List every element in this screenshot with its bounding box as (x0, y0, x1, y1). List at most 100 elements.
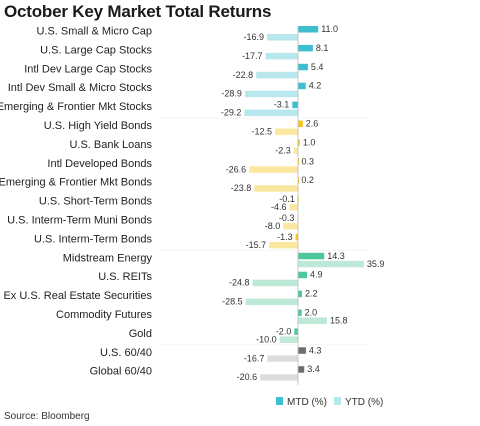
ytd-value-label: -16.9 (243, 32, 264, 42)
category-label: Global 60/40 (90, 366, 152, 378)
category-label: U.S. Bank Loans (69, 139, 152, 151)
mtd-bar (298, 252, 325, 260)
mtd-bar (298, 120, 303, 127)
category-label: U.S. 60/40 (100, 347, 152, 359)
mtd-bar (298, 158, 299, 165)
ytd-bar (245, 298, 298, 306)
ytd-value-label: -15.7 (246, 240, 267, 250)
ytd-value-label: -22.8 (233, 70, 254, 80)
mtd-value-label: 0.3 (302, 156, 315, 166)
mtd-value-label: 4.3 (309, 345, 322, 355)
mtd-bar (298, 44, 313, 52)
category-label: U.S. Short-Term Bonds (39, 196, 153, 208)
category-label: U.S. High Yield Bonds (44, 120, 153, 132)
category-label: Midstream Energy (63, 252, 153, 264)
legend-swatch-ytd (334, 397, 341, 405)
mtd-value-label: 2.0 (305, 308, 318, 318)
mtd-bar (298, 177, 299, 184)
ytd-bar (266, 34, 298, 41)
ytd-bar (249, 166, 298, 173)
mtd-value-label: 1.0 (303, 137, 316, 147)
mtd-value-label: -0.1 (279, 194, 295, 204)
legend-label-ytd: YTD (%) (345, 397, 383, 408)
legend-swatch-mtd (276, 397, 283, 405)
ytd-bar (244, 109, 298, 117)
category-label: Intl Dev Large Cap Stocks (24, 63, 152, 75)
source-note: Source: Bloomberg (4, 411, 90, 422)
mtd-value-label: 14.3 (327, 251, 345, 261)
ytd-bar (244, 90, 298, 98)
mtd-bar (294, 328, 298, 335)
ytd-value-label: -4.6 (271, 202, 287, 212)
mtd-bar (295, 233, 298, 241)
category-label: Emerging & Frontier Mkt Stocks (0, 101, 152, 113)
ytd-bar (252, 279, 298, 287)
category-label: U.S. REITs (98, 271, 152, 283)
mtd-value-label: 3.4 (307, 364, 320, 374)
ytd-value-label: -17.7 (242, 51, 263, 61)
ytd-value-label: -12.5 (252, 127, 273, 137)
mtd-bar (298, 309, 302, 316)
mtd-value-label: 4.9 (310, 270, 323, 280)
mtd-value-label: -1.3 (277, 232, 293, 242)
ytd-bar (265, 52, 298, 60)
mtd-bar (298, 82, 306, 90)
category-label: Emerging & Frontier Mkt Bonds (0, 177, 152, 189)
category-label: Intl Developed Bonds (47, 158, 152, 170)
ytd-bar (293, 147, 298, 154)
ytd-bar (254, 185, 298, 192)
ytd-value-label: -20.6 (237, 372, 258, 382)
mtd-value-label: -0.3 (279, 213, 295, 223)
mtd-value-label: 4.2 (309, 81, 322, 91)
ytd-bar (260, 374, 298, 381)
mtd-bar (298, 63, 308, 71)
ytd-value-label: -2.3 (275, 145, 291, 155)
ytd-bar (298, 260, 364, 268)
category-label: U.S. Small & Micro Cap (36, 26, 152, 38)
mtd-value-label: -3.1 (274, 100, 290, 110)
ytd-bar (275, 128, 298, 135)
ytd-value-label: -28.9 (221, 89, 242, 99)
mtd-value-label: -2.0 (276, 326, 292, 336)
legend-label-mtd: MTD (%) (287, 397, 327, 408)
category-label: Gold (129, 328, 152, 340)
mtd-bar (298, 290, 303, 298)
mtd-bar (292, 101, 298, 109)
mtd-value-label: 11.0 (321, 24, 338, 34)
mtd-value-label: 8.1 (316, 43, 329, 53)
ytd-value-label: -24.8 (229, 278, 250, 288)
ytd-value-label: 35.9 (367, 259, 385, 269)
ytd-bar (279, 336, 298, 343)
ytd-bar (269, 241, 298, 249)
mtd-bar (298, 271, 307, 279)
category-label: U.S. Large Cap Stocks (40, 44, 152, 56)
category-label: Intl Dev Small & Micro Stocks (8, 82, 153, 94)
mtd-value-label: 5.4 (311, 62, 324, 72)
ytd-value-label: -23.8 (231, 183, 252, 193)
mtd-value-label: 0.2 (301, 175, 314, 185)
ytd-bar (289, 204, 298, 211)
ytd-bar (267, 355, 298, 362)
category-label: U.S. Interm-Term Bonds (34, 233, 152, 245)
mtd-bar (298, 139, 300, 146)
ytd-value-label: -26.6 (226, 164, 247, 174)
ytd-value-label: -29.2 (221, 108, 242, 118)
category-label: Ex U.S. Real Estate Securities (3, 290, 152, 302)
mtd-value-label: 2.6 (306, 119, 319, 129)
ytd-bar (298, 317, 328, 324)
ytd-value-label: -10.0 (256, 334, 277, 344)
category-label: Commodity Futures (56, 309, 152, 321)
mtd-bar (298, 347, 306, 354)
category-label: U.S. Interm-Term Muni Bonds (7, 215, 152, 227)
ytd-bar (283, 223, 298, 230)
ytd-value-label: -16.7 (244, 353, 265, 363)
ytd-bar (256, 71, 298, 79)
ytd-value-label: 15.8 (330, 316, 348, 326)
chart-title: October Key Market Total Returns (4, 2, 272, 21)
ytd-value-label: -28.5 (222, 297, 243, 307)
mtd-bar (298, 26, 319, 33)
mtd-bar (298, 366, 305, 373)
mtd-value-label: 2.2 (305, 289, 318, 299)
ytd-value-label: -8.0 (265, 221, 281, 231)
